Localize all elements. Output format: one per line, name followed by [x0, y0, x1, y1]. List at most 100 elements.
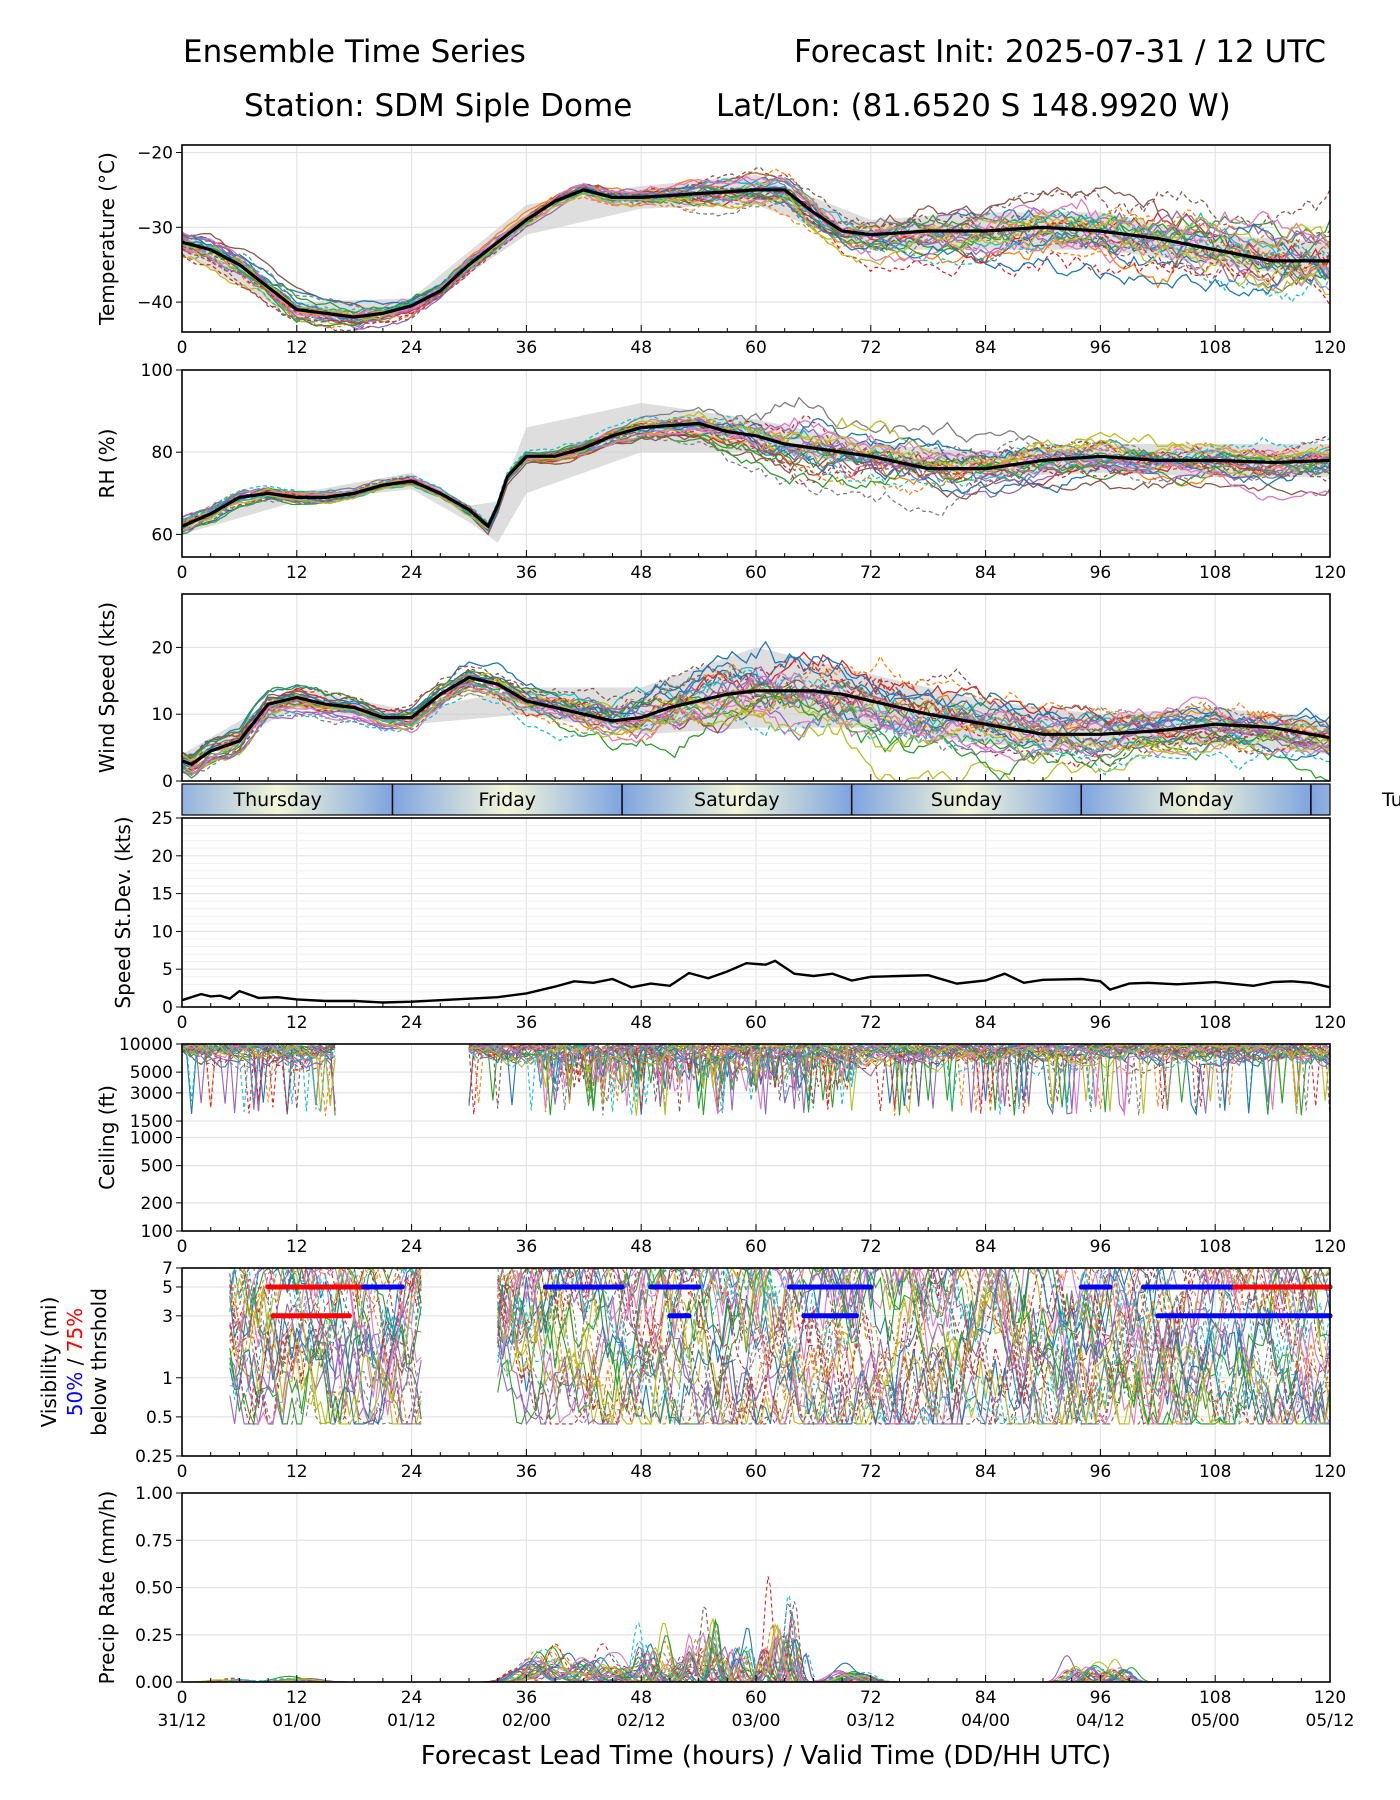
latlon-label: Lat/Lon: (81.6520 S 148.9920 W)	[716, 88, 1231, 124]
y-tick-label: 500	[141, 1157, 173, 1177]
ensemble-member-line	[468, 1044, 1330, 1114]
ensemble-member-line	[468, 1044, 1330, 1116]
y-tick-label: −30	[137, 218, 173, 238]
x-tick-label: 12	[286, 1462, 308, 1482]
ensemble-member-line	[497, 1268, 1330, 1426]
y-tick-label: −40	[137, 293, 173, 313]
y-tick-label: 1500	[130, 1112, 173, 1132]
x-tick-label: 108	[1199, 1013, 1231, 1033]
x-tick-label: 60	[745, 338, 767, 358]
x-tick-label: 12	[286, 563, 308, 583]
x-tick-label: 60	[745, 563, 767, 583]
ensemble-member-line	[497, 1268, 1330, 1426]
y-tick-label: 10	[151, 922, 173, 942]
ensemble-member-line	[182, 1044, 336, 1112]
x-tick-label: 108	[1199, 1237, 1231, 1257]
x-tick-label: 36	[516, 1013, 538, 1033]
x-tick-label: 24	[401, 1237, 423, 1257]
y-tick-label: 0.25	[135, 1447, 173, 1467]
y-tick-label: 200	[141, 1194, 173, 1214]
ensemble-member-line	[468, 1044, 1330, 1110]
ensemble-member-line	[182, 422, 1330, 531]
y-tick-label: 100	[141, 1222, 173, 1242]
ensemble-member-line	[497, 1268, 1330, 1425]
y-tick-label: 15	[151, 885, 173, 905]
ensemble-member-line	[229, 1268, 422, 1425]
x-tick-label: 72	[860, 1013, 882, 1033]
ensemble-mean-line	[182, 421, 1330, 529]
x-tick-label: 24	[401, 338, 423, 358]
y-axis-label: Ceiling (ft)	[95, 1085, 119, 1190]
x-tick-label: 84	[975, 1688, 997, 1708]
x-tick-label: 48	[630, 1013, 652, 1033]
ensemble-member-line	[497, 1268, 1330, 1425]
ensemble-member-line	[497, 1268, 1330, 1425]
x-tick-label: 36	[516, 1462, 538, 1482]
y-tick-label: 1000	[130, 1129, 173, 1149]
ensemble-member-line	[182, 1623, 1330, 1682]
x-tick-label: 12	[286, 1013, 308, 1033]
day-band-segment	[851, 784, 1082, 815]
x-tick-label: 72	[860, 1237, 882, 1257]
ensemble-member-line	[182, 669, 1330, 767]
x-tick-label: 120	[1314, 1013, 1346, 1033]
x-tick-label: 48	[630, 1688, 652, 1708]
y-tick-label: 0	[162, 998, 173, 1018]
valid-time-label: 03/00	[732, 1711, 781, 1731]
x-tick-label: 0	[177, 338, 188, 358]
ensemble-member-line	[497, 1268, 1330, 1426]
x-tick-label: 120	[1314, 563, 1346, 583]
ensemble-member-line	[497, 1268, 1330, 1402]
ensemble-member-line	[182, 654, 1330, 769]
ensemble-member-line	[497, 1268, 1330, 1426]
ensemble-member-line	[497, 1268, 1330, 1426]
y-tick-label: 80	[151, 443, 173, 463]
vis-threshold-legend: 50% / 75%	[63, 1308, 87, 1416]
ensemble-member-line	[229, 1268, 422, 1425]
panel-speed_stdev: 0 12 24 36 48 60 72 84 96 108 120 0 5 10 15 20 25 Speed S…	[111, 809, 1346, 1033]
x-tick-label: 48	[630, 338, 652, 358]
x-tick-label: 60	[745, 1013, 767, 1033]
ensemble-member-line	[497, 1268, 1330, 1425]
ensemble-member-line	[497, 1268, 1330, 1427]
day-band-segment	[182, 784, 393, 815]
ensemble-member-line	[182, 193, 1330, 321]
y-tick-label: 20	[151, 638, 173, 658]
y-axis-label: Visibility (mi)	[37, 1297, 61, 1428]
x-tick-label: 36	[516, 1688, 538, 1708]
valid-time-label: 31/12	[158, 1711, 207, 1731]
ensemble-member-line	[182, 692, 1330, 776]
ensemble-member-line	[229, 1268, 422, 1413]
x-tick-label: 48	[630, 563, 652, 583]
ensemble-member-line	[497, 1268, 1330, 1426]
ensemble-member-line	[497, 1268, 1330, 1426]
x-tick-label: 60	[745, 1688, 767, 1708]
ensemble-member-line	[182, 665, 1330, 775]
x-tick-label: 24	[401, 563, 423, 583]
ensemble-member-line	[182, 1044, 336, 1115]
x-tick-label: 60	[745, 1237, 767, 1257]
ensemble-member-line	[229, 1268, 422, 1357]
x-tick-label: 84	[975, 1013, 997, 1033]
y-tick-label: 3	[162, 1307, 173, 1327]
y-tick-label: 10	[151, 705, 173, 725]
ensemble-member-line	[182, 679, 1330, 781]
y-tick-label: −20	[137, 143, 173, 163]
x-tick-label: 12	[286, 338, 308, 358]
y-tick-label: 5	[162, 960, 173, 980]
ensemble-member-line	[468, 1044, 1330, 1116]
day-label: Saturday	[694, 789, 780, 811]
y-tick-label: 0.50	[135, 1579, 173, 1599]
ensemble-member-line	[229, 1268, 422, 1420]
x-tick-label: 0	[177, 1237, 188, 1257]
y-tick-label: 25	[151, 809, 173, 829]
ensemble-member-line	[497, 1268, 1330, 1426]
ensemble-member-line	[497, 1268, 1330, 1427]
stdev-line	[181, 959, 1331, 1004]
ensemble-member-line	[182, 167, 1330, 317]
x-tick-label: 24	[401, 1462, 423, 1482]
y-tick-label: 1	[162, 1369, 173, 1389]
x-tick-label: 120	[1314, 1688, 1346, 1708]
ensemble-member-line	[182, 177, 1330, 319]
